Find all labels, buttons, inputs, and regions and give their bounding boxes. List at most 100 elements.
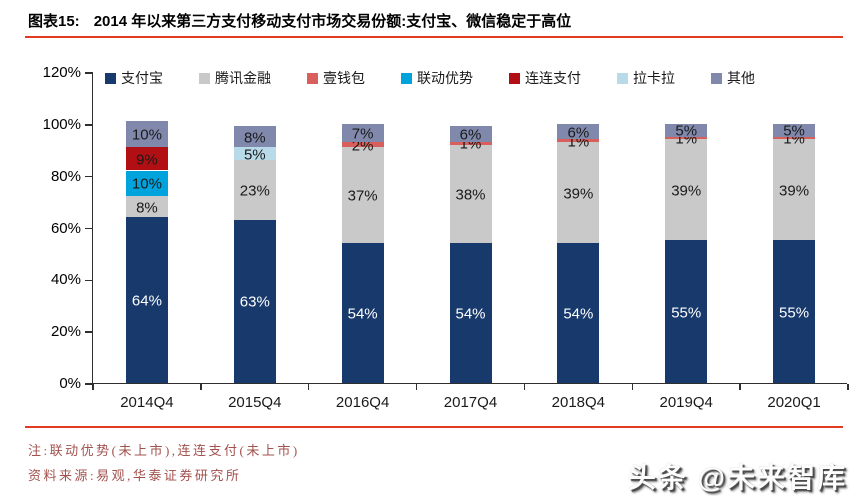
bar-segment-支付宝-2017Q4 xyxy=(449,243,492,383)
bar-segment-value-label: 38% xyxy=(455,186,486,204)
bar-segment-value-label: 5% xyxy=(783,122,805,140)
bar-segment-value-label: 55% xyxy=(779,304,810,322)
y-axis-tick xyxy=(85,72,93,74)
chart-legend: 支付宝 腾讯金融 壹钱包 联动优势 连连支付 拉卡拉 其他 xyxy=(60,68,800,88)
legend-label: 联动优势 xyxy=(417,70,473,86)
bar-segment-value-label: 23% xyxy=(239,182,270,200)
legend-label: 支付宝 xyxy=(121,70,163,86)
legend-label: 壹钱包 xyxy=(323,70,365,86)
bar-segment-腾讯金融-2019Q4 xyxy=(665,139,708,241)
bar-segment-value-label: 37% xyxy=(347,187,378,205)
bar-segment-value-label: 39% xyxy=(563,185,594,202)
bar-segment-拉卡拉-2015Q4 xyxy=(233,147,276,161)
bar-segment-腾讯金融-2016Q4 xyxy=(341,147,384,244)
chart-source: 资料来源:易观,华泰证券研究所 xyxy=(28,468,242,483)
bar-segment-支付宝-2015Q4 xyxy=(233,219,276,383)
title-underline xyxy=(25,36,843,38)
legend-swatch-icon xyxy=(509,72,520,84)
x-axis-tick xyxy=(847,384,849,390)
bar-segment-腾讯金融-2015Q4 xyxy=(233,160,276,220)
legend-label: 连连支付 xyxy=(525,70,581,86)
y-axis-tick-label: 0% xyxy=(59,375,81,392)
bar-segment-value-label: 10% xyxy=(131,175,162,193)
legend-swatch-icon xyxy=(307,72,318,84)
bar-segment-腾讯金融-2020Q1 xyxy=(773,139,816,241)
bar-segment-其他-2019Q4 xyxy=(665,123,708,137)
bar-segment-value-label: 5% xyxy=(675,122,698,140)
footer-divider xyxy=(25,426,843,428)
chart-title-row: 图表15: 2014 年以来第三方支付移动支付市场交易份额:支付宝、微信稳定于高位 xyxy=(28,10,571,31)
legend-item-联动优势: 联动优势 xyxy=(401,68,473,88)
bar-segment-腾讯金融-2014Q4 xyxy=(125,196,168,218)
bar-segment-其他-2014Q4 xyxy=(125,121,168,148)
legend-label: 腾讯金融 xyxy=(215,70,271,86)
y-axis-tick xyxy=(85,279,93,282)
y-axis-tick xyxy=(85,383,93,385)
y-axis-tick xyxy=(85,124,93,126)
bar-segment-其他-2018Q4 xyxy=(557,123,600,140)
bar-segment-腾讯金融-2018Q4 xyxy=(557,142,600,244)
bar-segment-连连支付-2014Q4 xyxy=(125,147,168,171)
x-axis-category-label: 2017Q4 xyxy=(443,394,498,411)
chart-footnote: 注:联动优势(未上市),连连支付(未上市) xyxy=(28,443,300,458)
x-axis-category-label: 2020Q1 xyxy=(767,394,821,411)
bar-segment-支付宝-2020Q1 xyxy=(773,240,816,383)
legend-item-拉卡拉: 拉卡拉 xyxy=(617,68,675,88)
bar-segment-支付宝-2019Q4 xyxy=(665,240,708,383)
legend-item-支付宝: 支付宝 xyxy=(105,68,163,88)
y-axis-tick xyxy=(85,175,93,178)
x-axis-tick xyxy=(415,384,418,390)
y-axis-tick-label: 100% xyxy=(42,115,81,133)
bar-segment-value-label: 5% xyxy=(243,146,266,164)
bar-segment-壹钱包-2020Q1 xyxy=(773,136,816,140)
bar-segment-value-label: 54% xyxy=(455,305,486,323)
x-axis-category-label: 2015Q4 xyxy=(228,394,282,411)
figure-label: 图表15: xyxy=(28,13,80,30)
legend-swatch-icon xyxy=(199,72,210,84)
y-axis-tick xyxy=(85,331,93,333)
legend-swatch-icon xyxy=(401,72,412,84)
legend-swatch-icon xyxy=(711,72,722,84)
legend-item-其他: 其他 xyxy=(711,68,755,88)
bar-segment-壹钱包-2018Q4 xyxy=(557,139,600,142)
y-axis-tick-label: 120% xyxy=(42,64,81,81)
x-axis-tick xyxy=(307,384,310,390)
bar-segment-value-label: 7% xyxy=(351,125,374,143)
x-axis-tick xyxy=(523,384,526,390)
bar-segment-支付宝-2016Q4 xyxy=(341,243,384,383)
bar-segment-支付宝-2014Q4 xyxy=(125,217,168,383)
legend-item-壹钱包: 壹钱包 xyxy=(307,68,365,88)
x-axis-category-label: 2014Q4 xyxy=(120,394,174,411)
bar-segment-支付宝-2018Q4 xyxy=(557,243,600,383)
page-title: 2014 年以来第三方支付移动支付市场交易份额:支付宝、微信稳定于高位 xyxy=(93,13,572,30)
bar-segment-value-label: 6% xyxy=(459,126,482,144)
y-axis-tick-label: 40% xyxy=(50,271,81,289)
y-axis-tick xyxy=(85,227,93,230)
x-axis-tick xyxy=(92,384,94,390)
legend-item-腾讯金融: 腾讯金融 xyxy=(199,68,271,88)
bar-segment-value-label: 8% xyxy=(136,199,158,217)
bar-segment-其他-2020Q1 xyxy=(773,123,816,137)
bar-segment-其他-2015Q4 xyxy=(233,126,276,148)
bar-segment-value-label: 39% xyxy=(779,182,810,200)
bar-segment-value-label: 54% xyxy=(563,305,594,323)
bar-segment-联动优势-2014Q4 xyxy=(125,170,168,197)
bar-segment-value-label: 10% xyxy=(131,126,162,144)
stacked-bar-plot-area: 0% 20% 40% 60% 80% 100% 120% 2014Q4 2015Q4 2016Q4… xyxy=(43,64,849,411)
legend-label: 拉卡拉 xyxy=(633,70,675,86)
bar-segment-value-label: 64% xyxy=(131,292,162,310)
bar-segment-value-label: 55% xyxy=(671,304,702,322)
legend-item-连连支付: 连连支付 xyxy=(509,68,581,88)
x-axis-tick xyxy=(631,384,634,390)
bar-segment-壹钱包-2017Q4 xyxy=(449,142,492,145)
y-axis-tick-label: 20% xyxy=(50,323,81,341)
bar-segment-腾讯金融-2017Q4 xyxy=(449,144,492,244)
watermark-text: 头条 @未来智库 xyxy=(627,462,847,493)
bar-segment-其他-2016Q4 xyxy=(341,123,384,142)
bar-segment-value-label: 9% xyxy=(136,151,158,169)
bar-segment-value-label: 6% xyxy=(567,124,590,142)
legend-label: 其他 xyxy=(727,70,755,86)
x-axis-tick xyxy=(200,384,202,390)
x-axis-category-label: 2016Q4 xyxy=(335,394,390,411)
